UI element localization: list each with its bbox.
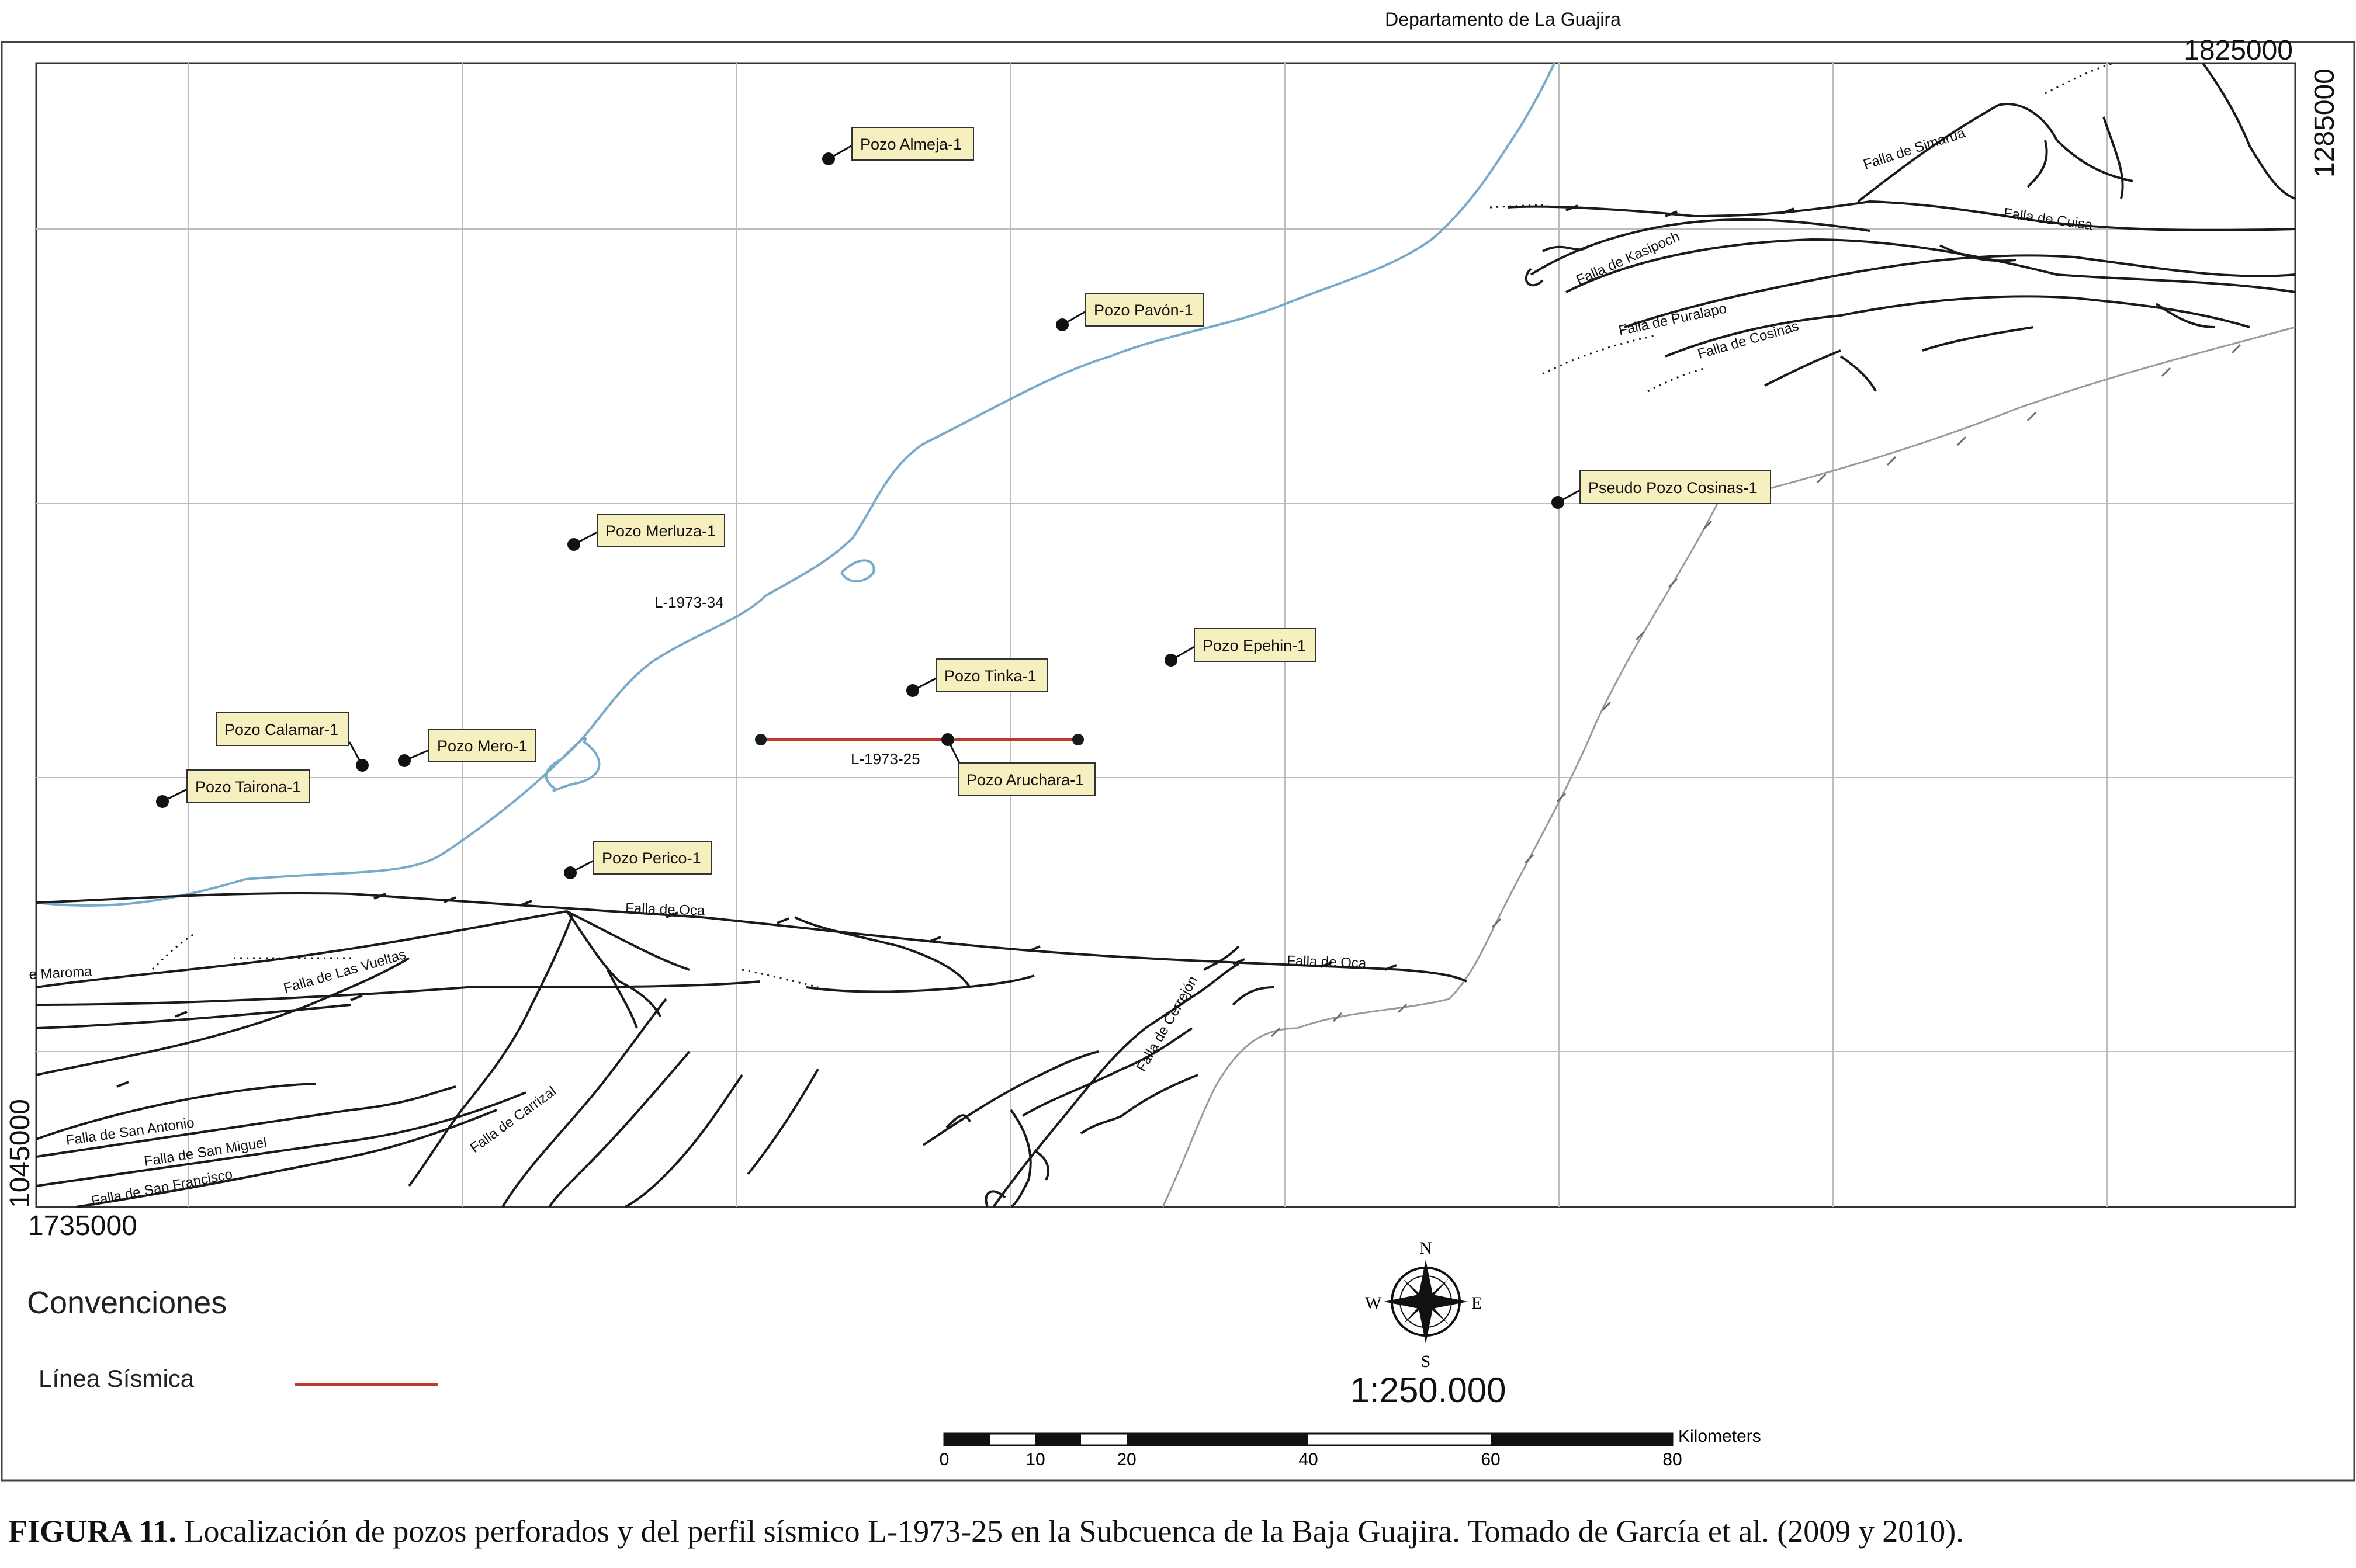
coastline-inlet	[545, 737, 601, 792]
scale-tick: 20	[1117, 1450, 1136, 1469]
fault-barbs	[116, 204, 1794, 1088]
coord-top-right-y: 1285000	[2309, 68, 2340, 178]
compass-e: E	[1471, 1293, 1482, 1313]
well-tinka[interactable]: Pozo Tinka-1	[906, 658, 1048, 697]
well-label-box	[186, 769, 310, 803]
coastline-river	[36, 63, 1555, 907]
well-marker[interactable]	[564, 866, 577, 879]
fault-lines-south-dotted	[151, 934, 819, 988]
compass-w: W	[1365, 1293, 1382, 1313]
well-label: Pozo Calamar-1	[224, 721, 338, 738]
scale-tick: 0	[940, 1450, 950, 1469]
legend-item-label: Línea Sísmica	[39, 1365, 195, 1392]
seismic-line-endpoint-east	[1072, 734, 1084, 745]
well-aruchara[interactable]: Pozo Aruchara-1	[941, 733, 1096, 796]
scale-unit: Kilometers	[1678, 1427, 1761, 1446]
well-label-box	[851, 127, 974, 161]
well-epehin[interactable]: Pozo Epehin-1	[1165, 628, 1316, 667]
fault-lines-northeast-dotted	[1489, 62, 2116, 393]
fault-lines-northeast	[1507, 62, 2296, 392]
map-title: Departamento de La Guajira	[1385, 9, 1621, 30]
well-label-box	[958, 762, 1096, 796]
well-label: Pseudo Pozo Cosinas-1	[1588, 479, 1758, 497]
well-label: Pozo Tinka-1	[944, 667, 1037, 685]
coord-top-right-x: 1825000	[2184, 35, 2293, 66]
scale-tick: 60	[1481, 1450, 1500, 1469]
border-road-ticks	[1270, 344, 2241, 1038]
well-label: Pozo Aruchara-1	[966, 771, 1084, 789]
well-tairona[interactable]: Pozo Tairona-1	[156, 769, 310, 808]
seismic-line-endpoint-west	[755, 734, 767, 745]
figure-caption-text: Localización de pozos perforados y del p…	[176, 1514, 1964, 1549]
well-perico[interactable]: Pozo Perico-1	[564, 841, 712, 879]
well-label-box	[593, 841, 712, 875]
well-pseudo-cosinas[interactable]: Pseudo Pozo Cosinas-1	[1551, 470, 1771, 509]
scale-ratio: 1:250.000	[1350, 1371, 1506, 1410]
well-marker[interactable]	[906, 684, 919, 697]
figure-caption-label: FIGURA 11.	[8, 1514, 177, 1549]
well-label: Pozo Mero-1	[437, 737, 528, 755]
fault-label: Falla de Oca	[1287, 953, 1367, 972]
well-marker[interactable]	[1056, 318, 1069, 331]
well-calamar[interactable]: Pozo Calamar-1	[216, 712, 369, 772]
compass-n: N	[1419, 1239, 1432, 1258]
well-label-box	[1194, 628, 1316, 662]
legend-title: Convenciones	[27, 1285, 227, 1320]
wells: Pozo Almeja-1 Pozo Pavón-1 Pozo Merluza-…	[156, 127, 1771, 879]
fault-label: Falla de Oca	[625, 900, 706, 919]
map-frame	[35, 62, 2296, 1208]
outer-frame	[1, 41, 2355, 1482]
fault-lines-south	[36, 892, 1467, 1208]
compass-s: S	[1421, 1352, 1431, 1371]
fault-label: e Maroma	[29, 963, 93, 983]
well-marker[interactable]	[1551, 496, 1564, 509]
well-marker[interactable]	[356, 759, 369, 772]
well-label: Pozo Almeja-1	[860, 136, 962, 153]
well-marker[interactable]	[941, 733, 954, 746]
well-label: Pozo Tairona-1	[195, 778, 301, 796]
scale-tick: 40	[1298, 1450, 1318, 1469]
well-marker[interactable]	[1165, 654, 1177, 667]
scale-tick: 10	[1025, 1450, 1045, 1469]
well-mero[interactable]: Pozo Mero-1	[398, 729, 536, 767]
well-merluza[interactable]: Pozo Merluza-1	[567, 514, 725, 551]
well-label-box	[936, 658, 1048, 692]
well-label: Pozo Merluza-1	[605, 522, 716, 540]
well-marker[interactable]	[822, 152, 835, 165]
well-almeja[interactable]: Pozo Almeja-1	[822, 127, 974, 165]
well-label-box	[1085, 293, 1204, 327]
scale-tick: 80	[1662, 1450, 1682, 1469]
well-label-box	[597, 514, 725, 547]
well-marker[interactable]	[398, 754, 411, 767]
well-label: Pozo Epehin-1	[1203, 637, 1306, 654]
well-marker[interactable]	[156, 795, 169, 808]
coord-bottom-left-y: 1045000	[5, 1099, 36, 1208]
scale-bar: 0 10 20 40 60 80 Kilometers	[940, 1427, 1761, 1469]
well-label-box	[216, 712, 349, 746]
figure-caption: FIGURA 11. Localización de pozos perfora…	[8, 1513, 2345, 1549]
well-pavon[interactable]: Pozo Pavón-1	[1056, 293, 1204, 331]
coord-bottom-left-x: 1735000	[28, 1210, 137, 1241]
north-arrow-icon: N S E W	[1365, 1239, 1482, 1371]
seismic-line-label-l-1973-34: L-1973-34	[654, 594, 724, 611]
well-label: Pozo Pavón-1	[1094, 301, 1193, 319]
well-marker[interactable]	[567, 538, 580, 551]
seismic-line-label-l-1973-25: L-1973-25	[851, 750, 920, 768]
well-label-box	[428, 729, 536, 762]
coastline-lagoon	[840, 559, 875, 582]
well-label: Pozo Perico-1	[602, 849, 701, 867]
well-label-box	[1579, 470, 1771, 504]
